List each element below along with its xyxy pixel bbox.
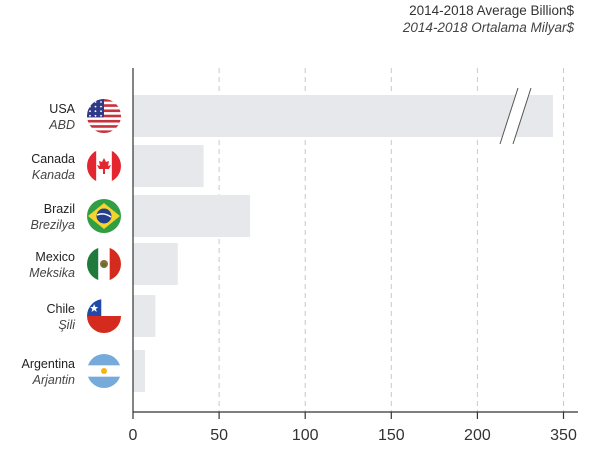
category-label: Chile	[47, 302, 76, 316]
chile-flag-icon	[87, 299, 121, 333]
category-label-tr: Arjantin	[32, 373, 75, 387]
mexico-flag-icon	[87, 247, 121, 281]
bar-argentina	[133, 350, 146, 392]
category-label-tr: ABD	[48, 118, 75, 132]
canada-flag-icon	[87, 149, 121, 183]
x-tick-label: 100	[292, 427, 319, 444]
category-label-tr: Meksika	[29, 266, 75, 280]
bar-canada	[133, 145, 204, 187]
category-label-tr: Kanada	[32, 168, 75, 182]
x-tick-label: 50	[210, 427, 228, 444]
chart-title-turkish: 2014-2018 Ortalama Milyar$	[402, 20, 574, 35]
category-label: Brazil	[44, 202, 75, 216]
x-tick-label: 350	[550, 427, 577, 444]
axis-break-gap	[500, 88, 531, 144]
chart-title: 2014-2018 Average Billion$ 2014-2018 Ort…	[403, 2, 574, 36]
axis-break-slash	[499, 87, 519, 145]
bar-brazil	[133, 195, 251, 237]
axis-break-slash	[512, 87, 532, 145]
category-label: Canada	[31, 152, 75, 166]
bar-usa	[133, 95, 553, 137]
x-tick-label: 0	[129, 427, 138, 444]
category-label: USA	[49, 102, 75, 116]
category-label-tr: Şili	[58, 318, 76, 332]
category-label-tr: Brezilya	[31, 218, 76, 232]
brazil-flag-icon	[87, 199, 121, 233]
category-label: Mexico	[35, 250, 75, 264]
us-flag-icon	[87, 99, 121, 133]
category-label: Argentina	[21, 357, 75, 371]
x-tick-label: 150	[378, 427, 405, 444]
bar-mexico	[133, 243, 178, 285]
argentina-flag-icon	[87, 354, 121, 388]
chart-title-english: 2014-2018 Average Billion$	[409, 3, 574, 18]
x-tick-label: 200	[464, 427, 491, 444]
bar-chile	[133, 295, 156, 337]
